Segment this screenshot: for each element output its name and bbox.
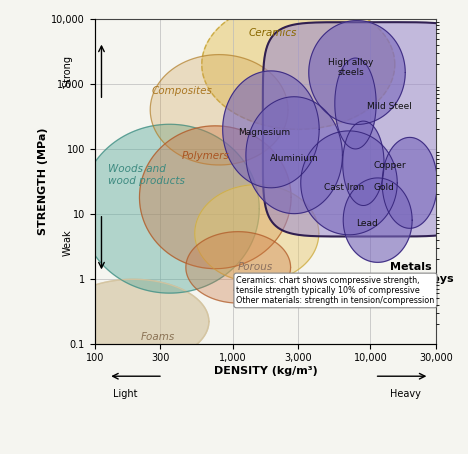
Polygon shape: [246, 97, 343, 214]
Text: Heavy: Heavy: [390, 389, 421, 399]
Polygon shape: [335, 58, 376, 149]
Text: Cast Iron: Cast Iron: [324, 183, 365, 192]
Polygon shape: [309, 20, 405, 124]
Polygon shape: [301, 131, 397, 235]
Text: Weak: Weak: [62, 230, 73, 257]
Text: Rubbers: Rubbers: [233, 283, 276, 293]
Text: Composites: Composites: [152, 86, 213, 96]
Y-axis label: STRENGTH (MPa): STRENGTH (MPa): [38, 128, 48, 235]
Text: High alloy
steels: High alloy steels: [328, 58, 373, 77]
Text: Aluminium: Aluminium: [270, 154, 319, 163]
Polygon shape: [263, 22, 468, 237]
Text: Copper: Copper: [373, 161, 406, 170]
Text: Gold: Gold: [373, 183, 394, 192]
Polygon shape: [343, 121, 384, 206]
Text: Woods and
wood products: Woods and wood products: [108, 164, 185, 186]
Polygon shape: [202, 0, 395, 129]
Text: Lead: Lead: [357, 219, 378, 228]
Polygon shape: [150, 54, 288, 165]
Text: Strong: Strong: [62, 55, 73, 87]
Polygon shape: [80, 124, 259, 293]
X-axis label: DENSITY (kg/m³): DENSITY (kg/m³): [213, 366, 317, 376]
Polygon shape: [382, 138, 437, 228]
Text: Metals
and alloys: Metals and alloys: [390, 262, 454, 284]
Text: Mild Steel: Mild Steel: [367, 102, 412, 111]
Text: Foams: Foams: [140, 332, 175, 342]
Text: Light: Light: [113, 389, 138, 399]
Polygon shape: [195, 185, 319, 282]
Text: Porous
ceramics: Porous ceramics: [238, 262, 285, 284]
Polygon shape: [223, 71, 319, 188]
Text: Ceramics: chart shows compressive strength,
tensile strength typically 10% of co: Ceramics: chart shows compressive streng…: [236, 276, 435, 306]
Text: Ceramics: Ceramics: [248, 28, 297, 38]
Polygon shape: [186, 232, 291, 303]
Polygon shape: [343, 178, 412, 262]
Polygon shape: [139, 126, 291, 269]
Text: Magnesium: Magnesium: [238, 128, 290, 137]
Polygon shape: [57, 279, 209, 364]
Text: Polymers: Polymers: [182, 151, 230, 161]
